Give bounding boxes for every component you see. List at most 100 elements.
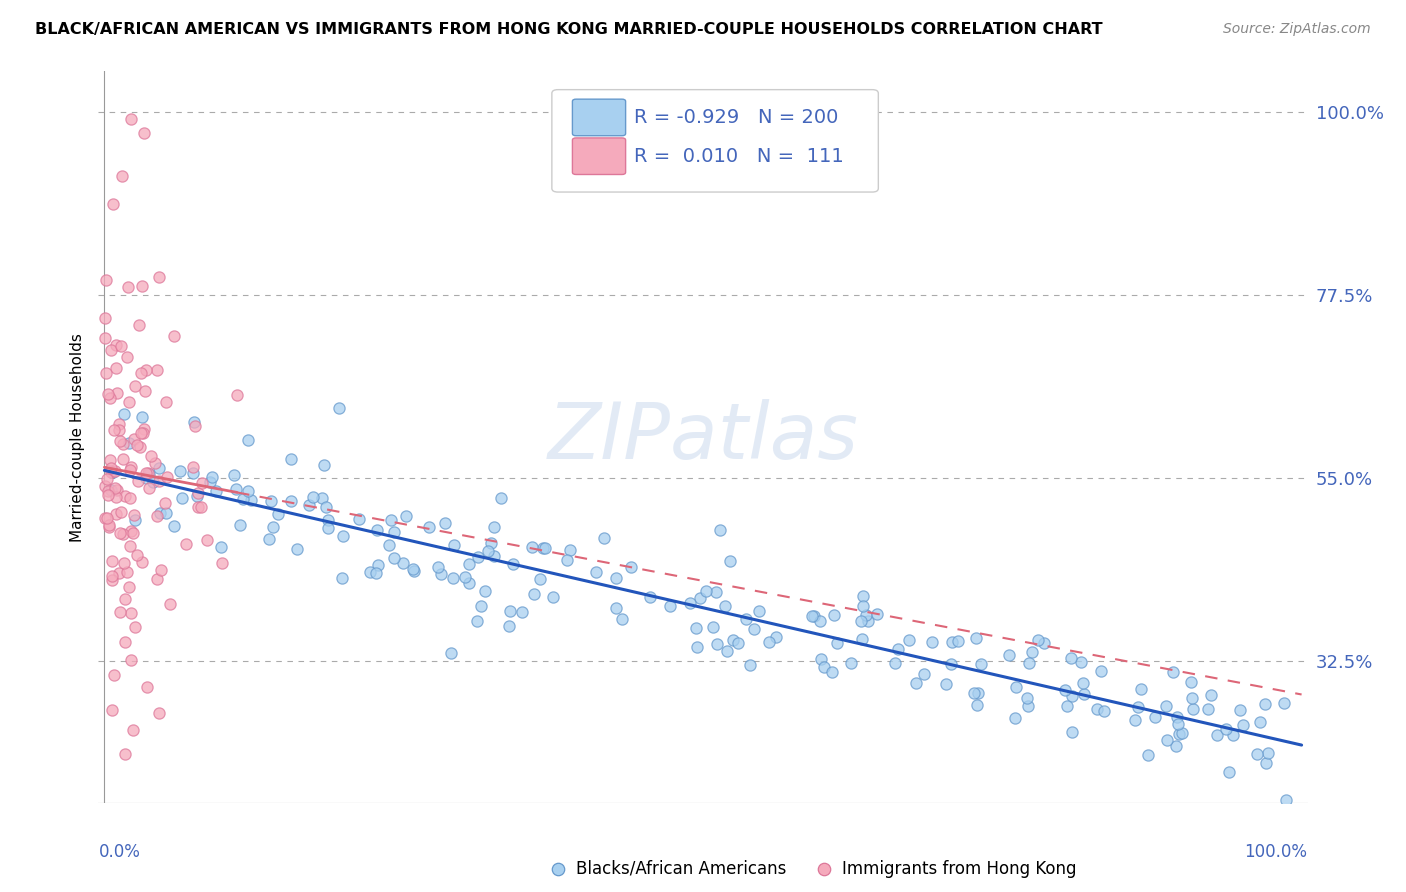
Point	[114, 747, 136, 761]
Point	[94, 273, 117, 287]
Point	[1229, 703, 1251, 717]
Point	[477, 544, 499, 558]
Point	[100, 343, 122, 357]
Point	[149, 563, 172, 577]
Point	[1161, 665, 1184, 680]
Point	[128, 440, 150, 454]
Point	[114, 592, 136, 607]
Text: Source: ZipAtlas.com: Source: ZipAtlas.com	[1223, 22, 1371, 37]
Point	[1123, 713, 1146, 727]
Point	[1257, 747, 1279, 761]
Point	[434, 516, 457, 531]
Point	[103, 668, 125, 682]
Point	[395, 508, 418, 523]
Point	[127, 438, 149, 452]
Point	[146, 509, 169, 524]
Point	[593, 531, 616, 545]
Text: ZIPatlas: ZIPatlas	[547, 399, 859, 475]
Point	[866, 607, 889, 621]
Point	[104, 464, 127, 478]
Point	[121, 723, 143, 738]
Point	[159, 597, 181, 611]
Point	[103, 481, 125, 495]
Point	[330, 570, 353, 584]
Point	[359, 566, 381, 580]
Point	[714, 599, 737, 614]
Point	[101, 465, 124, 479]
Point	[1005, 680, 1028, 694]
Point	[721, 632, 744, 647]
Point	[1181, 690, 1204, 705]
Point	[101, 573, 124, 587]
Point	[378, 538, 401, 552]
Point	[316, 521, 339, 535]
Point	[131, 556, 153, 570]
Point	[941, 635, 963, 649]
Point	[148, 269, 170, 284]
FancyBboxPatch shape	[551, 90, 879, 192]
Point	[120, 524, 142, 538]
Point	[839, 657, 862, 671]
Point	[823, 607, 845, 622]
Point	[1026, 633, 1049, 648]
Point	[211, 557, 233, 571]
Point	[155, 506, 177, 520]
Point	[458, 575, 481, 590]
Point	[441, 571, 464, 585]
Point	[695, 584, 717, 599]
Point	[716, 643, 738, 657]
Point	[191, 476, 214, 491]
Point	[155, 394, 177, 409]
Point	[1171, 726, 1194, 740]
Point	[96, 472, 118, 486]
Text: R =  0.010   N =  111: R = 0.010 N = 111	[634, 146, 844, 166]
Point	[367, 558, 389, 572]
Point	[103, 423, 125, 437]
Point	[474, 583, 496, 598]
Point	[1060, 725, 1083, 739]
Point	[392, 557, 415, 571]
Point	[138, 481, 160, 495]
Point	[1053, 682, 1076, 697]
Point	[100, 483, 122, 497]
Point	[813, 660, 835, 674]
Point	[267, 507, 290, 521]
Point	[489, 491, 512, 505]
Point	[912, 666, 935, 681]
Point	[94, 331, 117, 345]
Text: Blacks/African Americans: Blacks/African Americans	[576, 860, 786, 878]
Point	[467, 549, 489, 564]
Point	[1073, 687, 1095, 701]
Point	[110, 505, 132, 519]
Point	[311, 491, 333, 505]
Point	[967, 686, 990, 700]
Point	[921, 635, 943, 649]
Point	[120, 463, 142, 477]
Point	[148, 474, 170, 488]
Point	[124, 432, 146, 446]
Point	[117, 280, 139, 294]
Point	[1056, 699, 1078, 714]
Point	[704, 585, 727, 599]
Point	[108, 526, 131, 541]
Point	[734, 612, 756, 626]
Point	[115, 350, 138, 364]
Point	[1274, 696, 1296, 710]
Point	[205, 484, 228, 499]
Point	[758, 635, 780, 649]
Point	[105, 361, 128, 376]
Point	[94, 511, 117, 525]
Point	[328, 401, 350, 415]
Point	[702, 620, 724, 634]
Point	[262, 520, 284, 534]
Point	[479, 536, 502, 550]
Point	[808, 614, 831, 628]
Point	[1062, 689, 1084, 703]
Point	[98, 392, 121, 406]
Point	[131, 409, 153, 424]
Point	[686, 640, 709, 654]
Point	[1156, 698, 1178, 713]
Point	[457, 557, 479, 571]
Point	[620, 560, 643, 574]
Point	[1021, 645, 1043, 659]
